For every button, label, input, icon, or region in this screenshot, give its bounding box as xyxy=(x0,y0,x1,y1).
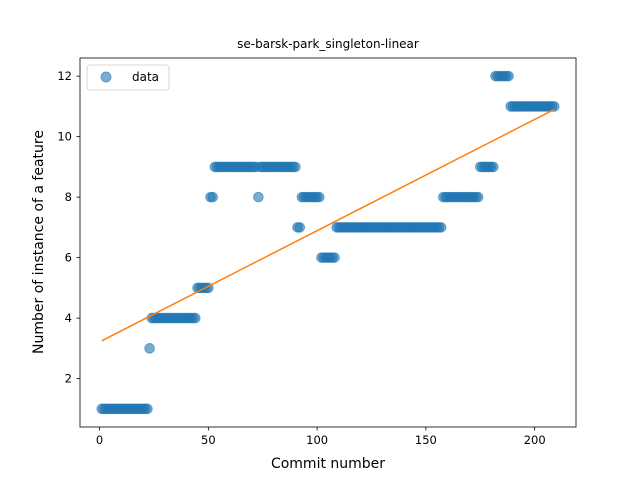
y-tick-label: 12 xyxy=(57,69,72,83)
y-tick-label: 2 xyxy=(65,372,72,386)
y-axis: 2 4 6 8 10 12 xyxy=(57,69,80,386)
x-tick-label: 150 xyxy=(415,433,437,447)
data-point xyxy=(329,252,340,263)
fit-line-layer xyxy=(101,108,555,342)
data-point xyxy=(548,101,560,112)
y-tick-label: 4 xyxy=(65,311,72,325)
data-point xyxy=(142,403,153,415)
x-tick-label: 200 xyxy=(524,433,546,447)
legend-box xyxy=(86,64,170,91)
data-point xyxy=(314,191,325,203)
y-tick-label: 6 xyxy=(65,251,72,265)
plot-frame xyxy=(79,57,577,428)
x-axis-label: Commit number xyxy=(271,456,385,472)
legend-label-data: data xyxy=(132,70,159,84)
x-axis: 0 50 100 150 200 xyxy=(96,427,546,447)
y-axis-label: Number of instance of a feature xyxy=(31,130,47,354)
fit-line xyxy=(101,108,555,342)
data-point xyxy=(503,70,514,82)
x-tick-label: 0 xyxy=(96,433,103,447)
data-point xyxy=(190,312,201,324)
data-point xyxy=(253,191,264,203)
chart-title: se-barsk-park_singleton-linear xyxy=(237,37,419,51)
data-point xyxy=(294,222,306,233)
x-tick-label: 50 xyxy=(201,433,216,447)
legend: data xyxy=(86,64,170,91)
data-point xyxy=(472,191,484,203)
data-point xyxy=(290,161,301,173)
data-point xyxy=(435,222,447,233)
data-point xyxy=(207,191,218,203)
data-point xyxy=(144,343,155,354)
data-point xyxy=(488,161,499,173)
x-tick-label: 100 xyxy=(306,433,328,447)
y-tick-label: 8 xyxy=(65,190,72,204)
y-tick-label: 10 xyxy=(57,130,72,144)
legend-marker xyxy=(100,71,112,83)
